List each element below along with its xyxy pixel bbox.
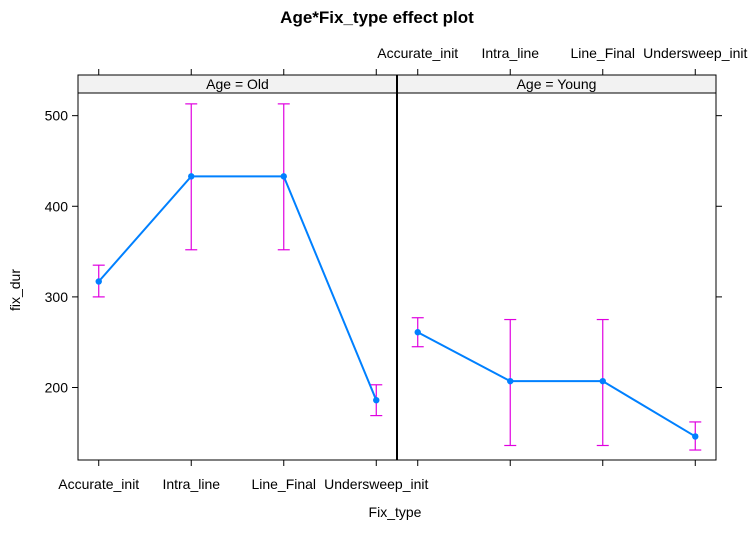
x-tick-label-top: Undersweep_init (643, 45, 747, 61)
y-tick-label: 300 (45, 289, 69, 305)
data-point (507, 377, 514, 385)
series-line (417, 331, 696, 438)
data-point (414, 329, 421, 336)
data-point (373, 396, 380, 404)
x-tick-label-top: Intra_line (481, 45, 539, 61)
strip-label: Age = Young (517, 76, 597, 92)
panel-frame (77, 74, 398, 461)
data-point (280, 173, 287, 180)
x-tick-label: Undersweep_init (324, 476, 428, 492)
y-axis-label: fix_dur (7, 269, 23, 311)
x-tick-label-top: Line_Final (570, 45, 635, 61)
x-axis-label: Fix_type (369, 504, 422, 520)
plot-layer: Age = Old Age = Young 200 300 400 500 Accurate… (45, 45, 748, 492)
data-point (95, 278, 102, 285)
x-tick-label-top: Accurate_init (377, 45, 458, 61)
series-line (97, 175, 378, 401)
y-tick-label: 500 (45, 108, 69, 124)
x-tick-label: Line_Final (251, 476, 316, 492)
data-point (692, 433, 699, 440)
x-tick-label: Intra_line (162, 476, 220, 492)
strip-label: Age = Old (206, 76, 269, 92)
panel-frame (396, 74, 717, 461)
chart-title: Age*Fix_type effect plot (280, 8, 474, 27)
y-tick-label: 200 (45, 380, 69, 396)
data-point (599, 377, 606, 385)
y-tick-label: 400 (45, 198, 69, 214)
data-point (188, 173, 195, 180)
x-tick-label: Accurate_init (58, 476, 139, 492)
